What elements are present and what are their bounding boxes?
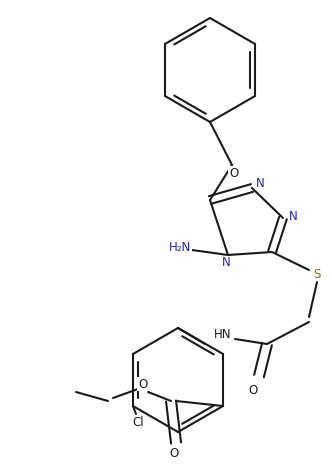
Text: N: N xyxy=(222,257,230,269)
Text: O: O xyxy=(169,446,179,460)
Text: N: N xyxy=(289,210,297,222)
Text: O: O xyxy=(229,166,239,180)
Text: HN: HN xyxy=(214,329,232,342)
Text: S: S xyxy=(313,267,321,281)
Text: H₂N: H₂N xyxy=(169,241,191,253)
Text: Cl: Cl xyxy=(132,415,144,429)
Text: N: N xyxy=(256,177,264,189)
Text: O: O xyxy=(138,377,148,391)
Text: O: O xyxy=(248,384,258,397)
